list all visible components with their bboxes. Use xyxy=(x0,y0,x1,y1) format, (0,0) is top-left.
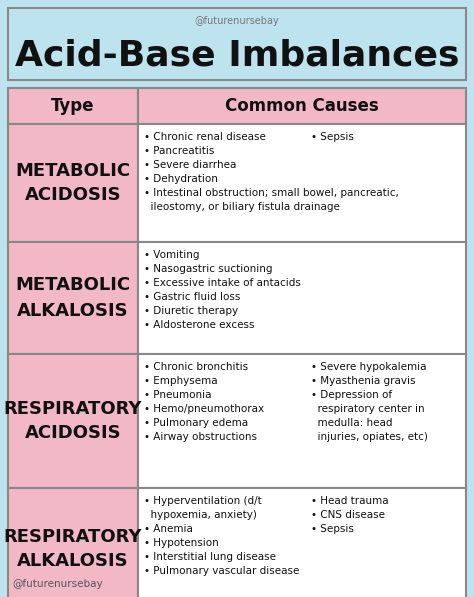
Text: • Chronic bronchitis
• Emphysema
• Pneumonia
• Hemo/pneumothorax
• Pulmonary ede: • Chronic bronchitis • Emphysema • Pneum… xyxy=(144,362,264,442)
Bar xyxy=(138,88,466,124)
Text: • Hyperventilation (d/t
  hypoxemia, anxiety)
• Anemia
• Hypotension
• Interstit: • Hyperventilation (d/t hypoxemia, anxie… xyxy=(144,496,300,576)
Text: @futurenursebay: @futurenursebay xyxy=(12,579,103,589)
Text: Acid-Base Imbalances: Acid-Base Imbalances xyxy=(15,38,459,72)
Bar xyxy=(138,124,466,242)
Text: RESPIRATORY
ACIDOSIS: RESPIRATORY ACIDOSIS xyxy=(4,399,142,442)
Bar xyxy=(8,354,138,488)
Text: RESPIRATORY
ALKALOSIS: RESPIRATORY ALKALOSIS xyxy=(4,528,142,571)
Text: • Sepsis: • Sepsis xyxy=(310,132,354,142)
Bar xyxy=(8,8,466,80)
Bar xyxy=(138,354,466,488)
Text: • Head trauma
• CNS disease
• Sepsis: • Head trauma • CNS disease • Sepsis xyxy=(310,496,388,534)
Bar xyxy=(8,88,138,124)
Text: METABOLIC
ACIDOSIS: METABOLIC ACIDOSIS xyxy=(16,162,130,205)
Text: @futurenursebay: @futurenursebay xyxy=(195,16,279,26)
Text: METABOLIC
ALKALOSIS: METABOLIC ALKALOSIS xyxy=(16,276,130,319)
Bar xyxy=(8,488,138,597)
Bar xyxy=(8,124,138,242)
Text: • Chronic renal disease
• Pancreatitis
• Severe diarrhea
• Dehydration
• Intesti: • Chronic renal disease • Pancreatitis •… xyxy=(144,132,399,212)
Text: Common Causes: Common Causes xyxy=(225,97,379,115)
Text: Type: Type xyxy=(51,97,95,115)
Text: • Severe hypokalemia
• Myasthenia gravis
• Depression of
  respiratory center in: • Severe hypokalemia • Myasthenia gravis… xyxy=(310,362,428,442)
Bar xyxy=(138,242,466,354)
Bar xyxy=(8,242,138,354)
Text: • Vomiting
• Nasogastric suctioning
• Excessive intake of antacids
• Gastric flu: • Vomiting • Nasogastric suctioning • Ex… xyxy=(144,250,301,330)
Bar xyxy=(138,488,466,597)
